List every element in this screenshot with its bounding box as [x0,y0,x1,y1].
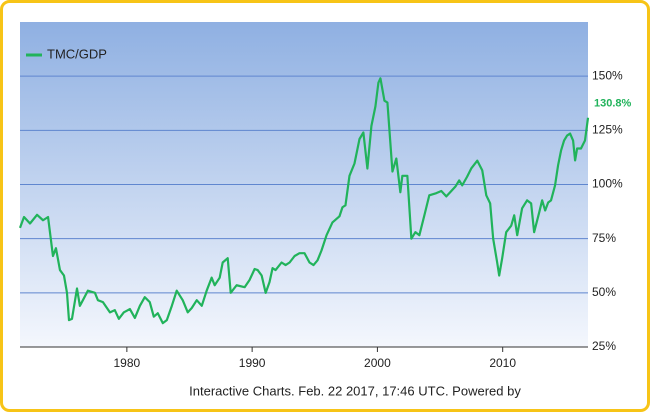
y-tick-label: 100% [592,177,623,191]
x-tick-label: 1980 [114,356,141,370]
x-tick-label: 2010 [489,356,516,370]
footer: Interactive Charts. Feb. 22 2017, 17:46 … [189,383,521,398]
y-tick-label: 25% [592,339,616,353]
y-tick-label: 150% [592,68,623,82]
legend-label: TMC/GDP [47,46,107,61]
x-tick-label: 1990 [239,356,266,370]
y-tick-label: 50% [592,285,616,299]
x-tick-label: 2000 [364,356,391,370]
annotation: 130.8% [594,98,632,110]
y-tick-label: 75% [592,231,616,245]
y-tick-label: 125% [592,123,623,137]
line-series [18,77,590,325]
